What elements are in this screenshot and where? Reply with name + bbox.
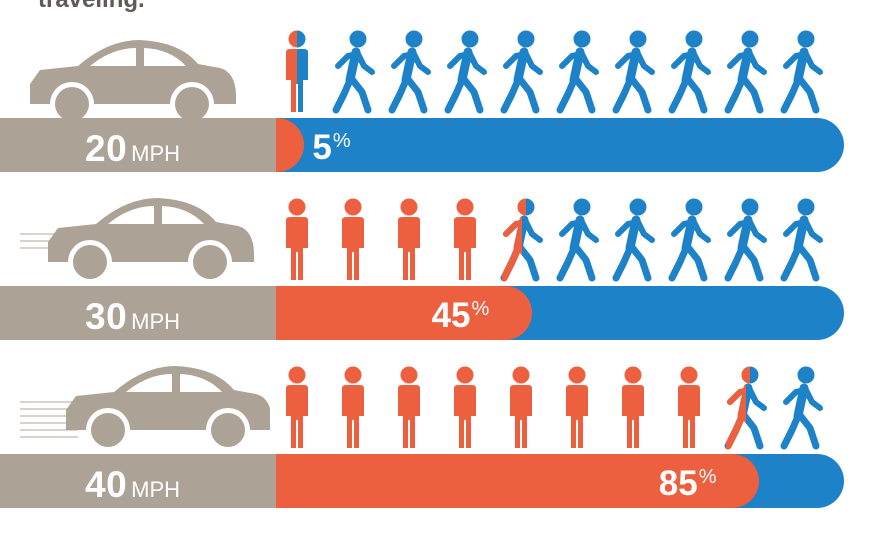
car-shape (20, 198, 254, 284)
speed-label: 30 MPH (85, 296, 180, 338)
speed-row: 20 MPH 5% (0, 0, 880, 172)
car-wheel (175, 87, 209, 121)
person-standing-icon (454, 198, 476, 280)
car-wheel (193, 245, 227, 279)
person-walking-icon (724, 198, 767, 282)
percent-value: 45 (431, 296, 471, 335)
survival-bar: 5% (276, 118, 844, 172)
car-wheel (73, 245, 107, 279)
person-standing-icon (622, 366, 644, 448)
person-walking-icon (388, 30, 431, 114)
percent-sign: % (471, 298, 490, 320)
speed-unit: MPH (131, 141, 181, 166)
pedestrian-pictogram (286, 30, 823, 114)
person-standing-icon (286, 366, 308, 448)
person-walking-icon (612, 198, 655, 282)
person-split-icon (286, 30, 308, 112)
car-wheel (55, 87, 89, 121)
person-walking-icon (556, 30, 599, 114)
person-standing-icon (286, 198, 308, 280)
percent-sign: % (332, 130, 351, 152)
person-walking-icon (668, 30, 711, 114)
person-fatal-half (502, 199, 522, 282)
person-walking-icon (668, 198, 711, 282)
person-walking-icon (780, 366, 823, 450)
car-icon (30, 40, 236, 126)
person-standing-icon (678, 366, 700, 448)
car-shape (30, 40, 236, 126)
speed-row: 40 MPH 85% (0, 336, 880, 508)
fatality-bar (276, 454, 759, 508)
percent-sign: % (698, 466, 717, 488)
car-window-front (108, 206, 154, 224)
speed-unit: MPH (131, 477, 181, 502)
person-standing-icon (566, 366, 588, 448)
speed-label-box: 20 MPH (0, 118, 276, 172)
car-window-rear (180, 374, 222, 392)
speed-label: 40 MPH (85, 464, 180, 506)
intro-text: traveling. (38, 0, 145, 12)
car-wheel (211, 413, 245, 447)
speed-value: 30 (85, 296, 128, 337)
speed-value: 20 (85, 128, 128, 169)
fatality-bar (276, 286, 532, 340)
speed-label: 20 MPH (85, 128, 180, 170)
person-standing-icon (342, 366, 364, 448)
car-window-front (90, 48, 136, 66)
speed-label-box: 40 MPH (0, 454, 276, 508)
person-walking-icon (500, 30, 543, 114)
person-fatal-half (726, 367, 746, 450)
speed-label-box: 30 MPH (0, 286, 276, 340)
person-standing-icon (398, 198, 420, 280)
person-walking-icon (724, 30, 767, 114)
speed-unit: MPH (131, 309, 181, 334)
car-window-front (126, 374, 172, 392)
pedestrian-pictogram (286, 198, 823, 282)
percent-label: 85% (659, 464, 717, 504)
survival-bar: 85% (276, 454, 844, 508)
speed-row: 30 MPH 45% (0, 168, 880, 340)
person-walking-icon (556, 198, 599, 282)
fatality-bar (276, 118, 305, 172)
percent-label: 5% (312, 128, 350, 168)
person-walking-icon (780, 198, 823, 282)
person-standing-icon (510, 366, 532, 448)
person-walking-icon (444, 30, 487, 114)
car-window-rear (144, 48, 186, 66)
person-walking-icon (332, 30, 375, 114)
person-standing-icon (454, 366, 476, 448)
percent-value: 85 (658, 464, 698, 503)
percent-value: 5 (312, 128, 332, 167)
percent-label: 45% (432, 296, 490, 336)
car-wheel (91, 413, 125, 447)
person-standing-icon (398, 366, 420, 448)
pedestrian-pictogram (286, 366, 823, 450)
car-window-rear (162, 206, 204, 224)
person-walking-icon (780, 30, 823, 114)
person-walking-icon (612, 30, 655, 114)
car-shape (20, 366, 270, 452)
person-standing-icon (342, 198, 364, 280)
speed-value: 40 (85, 464, 128, 505)
survival-bar: 45% (276, 286, 844, 340)
car-icon (20, 198, 254, 284)
car-icon (20, 366, 270, 452)
